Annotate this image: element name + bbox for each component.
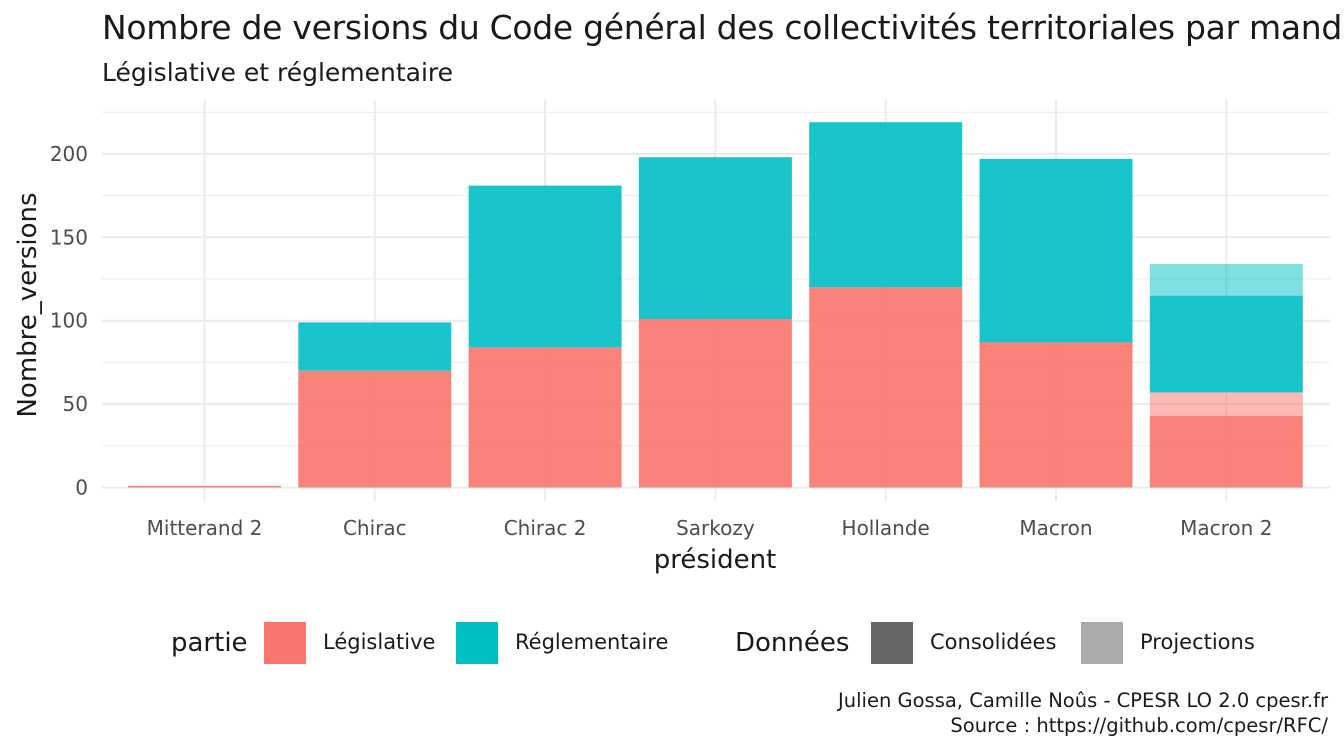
bar-chirac-lgislative-consolidee: [298, 370, 452, 488]
legend-label-projections: Projections: [1140, 630, 1255, 654]
legend: partie Législative Réglementaire Données Con…: [171, 622, 1255, 664]
legend-key-reglementaire: [456, 622, 498, 664]
y-tick-label: 50: [63, 392, 88, 416]
legend-key-legislative: [264, 622, 306, 664]
y-tick-label: 150: [50, 225, 88, 249]
x-axis-ticks: Mitterand 2 Chirac Chirac 2 Sarkozy Hollande…: [147, 516, 1273, 540]
bar-sarkozy-rglementaire-consolidee: [638, 157, 792, 320]
bar-macron-2-rglementaire-consolidee: [1149, 295, 1303, 393]
bar-sarkozy-lgislative-consolidee: [638, 319, 792, 488]
x-tick-label: Hollande: [842, 516, 930, 540]
bar-macron-2-rglementaire-projection: [1149, 263, 1303, 296]
bar-hollande-rglementaire-consolidee: [809, 122, 963, 288]
bar-macron-rglementaire-consolidee: [979, 158, 1133, 343]
y-tick-label: 100: [50, 309, 88, 333]
caption-author: Julien Gossa, Camille Noûs - CPESR LO 2.…: [838, 689, 1328, 712]
bar-macron-2-lgislative-consolidee: [1149, 415, 1303, 488]
bar-chirac-2-lgislative-consolidee: [468, 347, 622, 488]
legend-title-partie: partie: [171, 628, 248, 658]
chart-subtitle: Législative et réglementaire: [102, 58, 454, 87]
bar-hollande-lgislative-consolidee: [809, 287, 963, 488]
bar-macron-2-lgislative-projection: [1149, 392, 1303, 416]
y-axis-ticks: 0 50 100 150 200: [50, 142, 88, 500]
x-tick-label: Mitterand 2: [147, 516, 263, 540]
x-tick-label: Sarkozy: [676, 516, 755, 540]
x-tick-label: Macron 2: [1180, 516, 1272, 540]
caption: Julien Gossa, Camille Noûs - CPESR LO 2.…: [838, 688, 1328, 738]
bars: [128, 122, 1303, 488]
x-tick-label: Chirac: [343, 516, 407, 540]
bar-macron-lgislative-consolidee: [979, 342, 1133, 488]
y-tick-label: 200: [50, 142, 88, 166]
chart-title: Nombre de versions du Code général des c…: [102, 8, 1344, 47]
bar-mitterand-2-lgislative-consolidee: [128, 485, 281, 488]
legend-label-reglementaire: Réglementaire: [515, 630, 668, 654]
bar-chirac-rglementaire-consolidee: [298, 322, 452, 371]
bar-chirac-2-rglementaire-consolidee: [468, 185, 622, 348]
caption-source: Source : https://github.com/cpesr/RFC/: [950, 714, 1328, 737]
x-tick-label: Macron: [1019, 516, 1092, 540]
legend-label-consolidees: Consolidées: [930, 630, 1056, 654]
legend-label-legislative: Législative: [323, 630, 435, 654]
x-axis-title: président: [654, 545, 777, 575]
legend-key-consolidees: [871, 622, 913, 664]
legend-key-projections: [1081, 622, 1123, 664]
y-axis-title: Nombre_versions: [13, 192, 43, 417]
x-tick-label: Chirac 2: [504, 516, 587, 540]
legend-title-donnees: Données: [735, 628, 849, 658]
y-tick-label: 0: [75, 476, 88, 500]
